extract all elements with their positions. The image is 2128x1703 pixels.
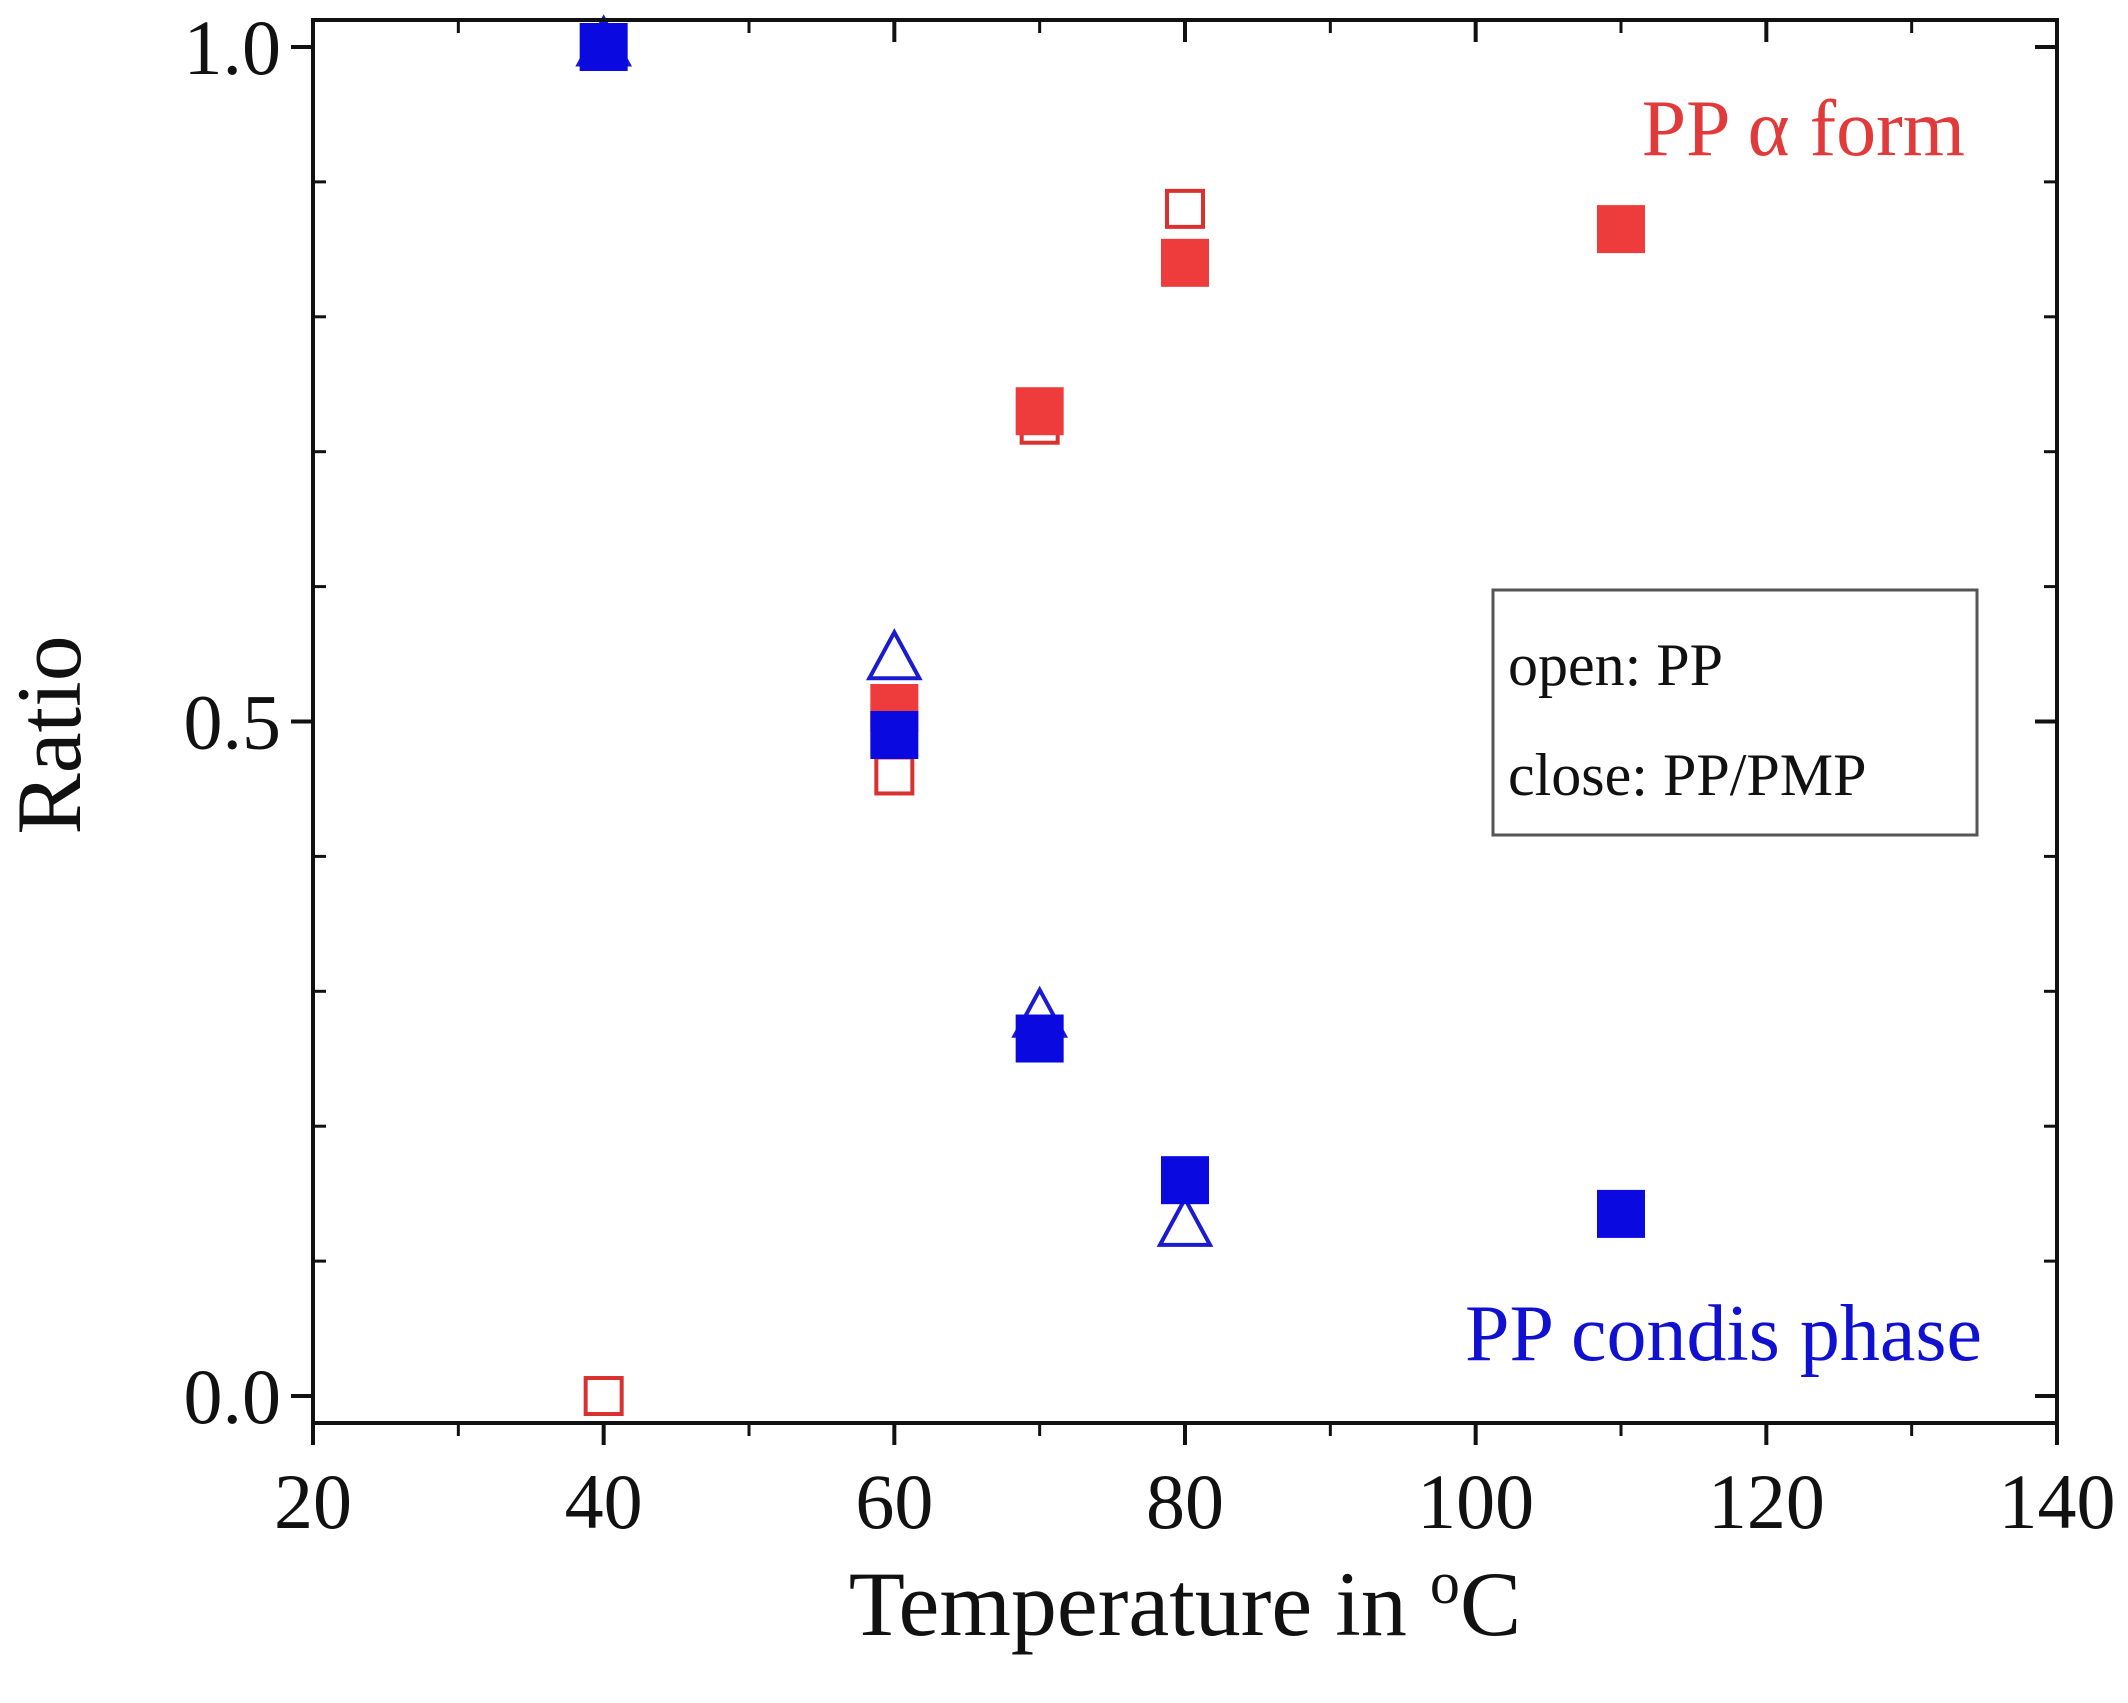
x-tick-label: 80 [1146,1458,1224,1545]
x-axis-unit-sup: o [1430,1550,1460,1616]
x-axis-title-main: Temperature in [849,1553,1407,1655]
annotation-alpha-form: PP α form [1642,85,1965,173]
tick-labels: 20 40 60 80 100 120 140 0.0 0.5 1.0 [184,4,2116,1545]
data-markers [575,14,1645,1417]
y-tick-label: 1.0 [184,4,282,91]
x-axis-title: Temperature in oC [849,1550,1521,1655]
legend-line-close: close: PP/PMP [1508,742,1866,808]
x-tick-label: 140 [1999,1458,2116,1545]
open-square-marker [874,755,915,796]
y-tick-label: 0.0 [184,1353,282,1440]
open-triangle-marker [1156,1194,1214,1247]
legend-box: open: PP close: PP/PMP [1491,588,1979,837]
filled-square-marker [1597,205,1645,254]
filled-square-marker [1015,1014,1064,1063]
filled-square-marker [870,710,919,759]
legend-frame [1491,588,1979,837]
y-tick-label: 0.5 [184,679,282,766]
x-tick-label: 120 [1708,1458,1825,1545]
y-axis-title: Ratio [0,635,100,834]
open-square-marker [1165,188,1205,229]
filled-square-marker [1015,387,1064,436]
open-triangle-marker [865,628,923,681]
filled-square-marker [1597,1189,1645,1238]
x-tick-label: 100 [1417,1458,1534,1545]
filled-square-marker [579,22,628,71]
x-tick-label: 20 [274,1458,352,1545]
x-axis-unit: C [1460,1553,1521,1655]
annotation-condis-phase: PP condis phase [1465,1290,1982,1378]
x-tick-label: 60 [855,1458,933,1545]
legend-line-open: open: PP [1508,632,1723,698]
open-square-marker [583,1376,624,1417]
filled-square-marker [1161,238,1209,287]
plot-frame [311,18,2059,1425]
filled-square-marker [1161,1156,1209,1205]
x-tick-label: 40 [565,1458,643,1545]
